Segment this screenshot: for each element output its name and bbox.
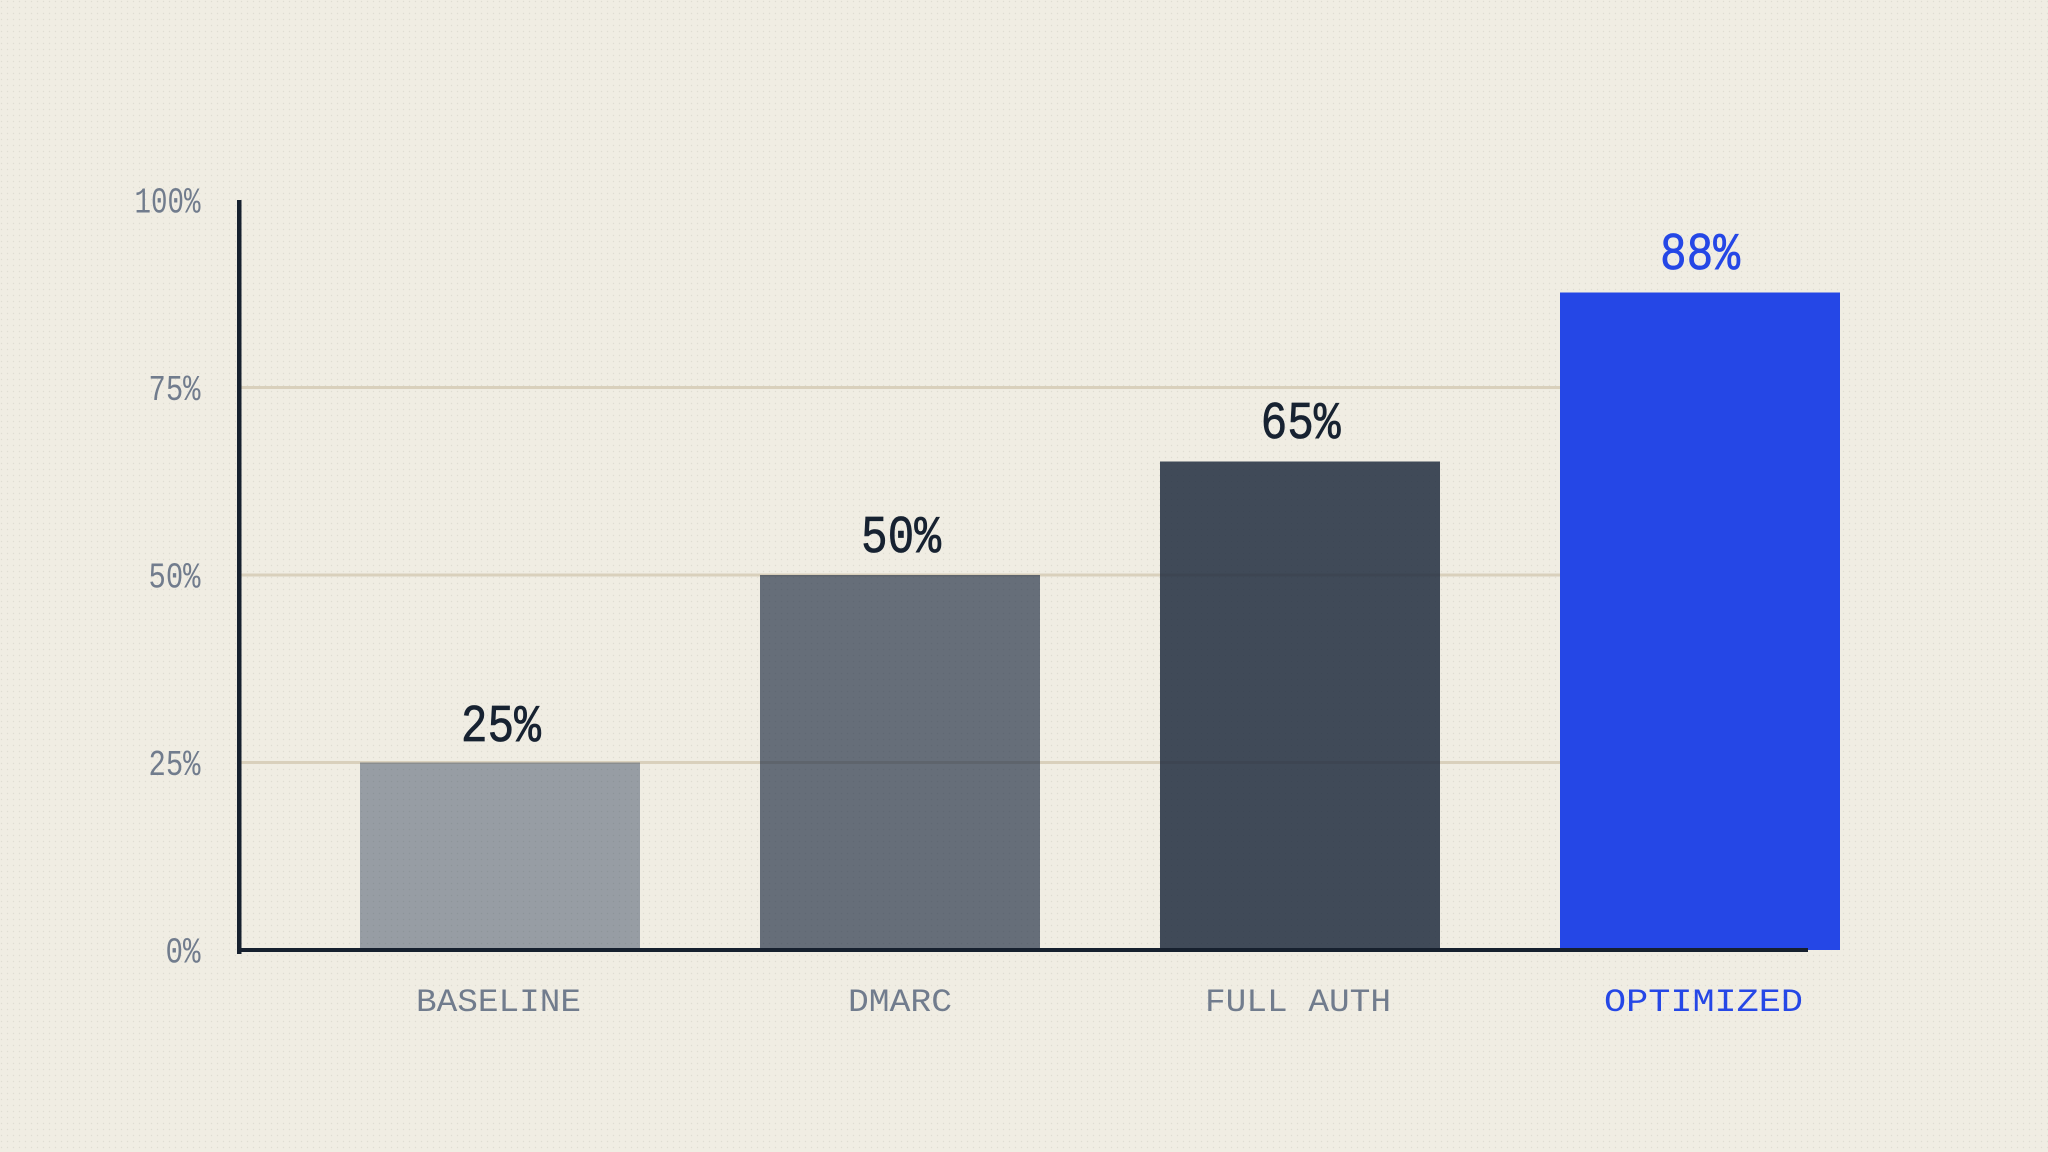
svg-text:25%: 25%	[149, 745, 201, 786]
svg-text:50%: 50%	[149, 557, 201, 598]
svg-text:BASELINE: BASELINE	[416, 984, 581, 1021]
svg-text:88%: 88%	[1660, 225, 1740, 285]
svg-text:25%: 25%	[461, 697, 541, 757]
svg-text:FULL AUTH: FULL AUTH	[1205, 984, 1391, 1021]
svg-text:OPTIMIZED: OPTIMIZED	[1604, 984, 1803, 1021]
svg-text:DMARC: DMARC	[848, 984, 952, 1021]
svg-text:65%: 65%	[1261, 394, 1341, 454]
svg-text:75%: 75%	[149, 370, 201, 411]
svg-text:100%: 100%	[135, 182, 201, 223]
svg-text:50%: 50%	[861, 508, 941, 568]
svg-text:0%: 0%	[166, 932, 201, 973]
